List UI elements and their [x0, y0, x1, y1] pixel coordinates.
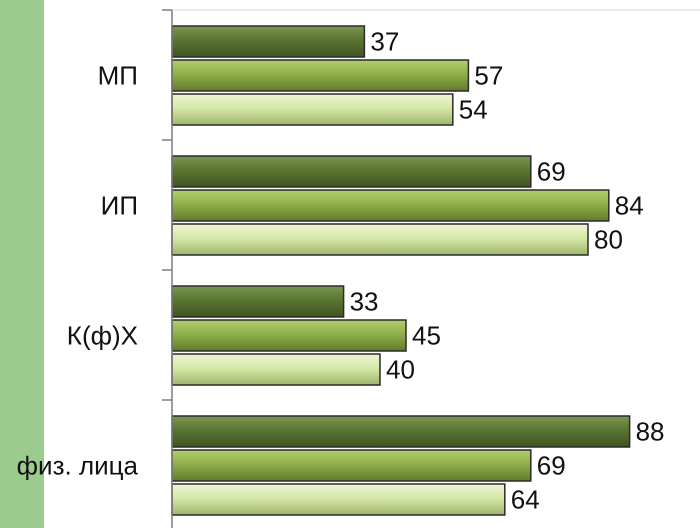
bar-2-1 [171, 319, 407, 352]
value-labels-group: 37 57 54 69 84 80 33 45 40 88 69 64 [350, 27, 665, 515]
category-label-0: МП [98, 61, 138, 91]
side-stripe [0, 0, 44, 528]
bars-group [171, 25, 631, 516]
category-label-2: К(ф)Х [67, 321, 138, 351]
value-label-2-0: 33 [350, 287, 379, 317]
category-label-1: ИП [101, 191, 138, 221]
bar-3-0 [171, 415, 631, 448]
bar-2-0 [171, 285, 345, 318]
bar-2-2 [171, 353, 381, 386]
category-axis [162, 9, 173, 528]
value-label-3-2: 64 [511, 485, 540, 515]
bar-1-2 [171, 223, 589, 256]
category-labels-group: МП ИП К(ф)Х физ. лица [17, 61, 139, 481]
bar-0-1 [171, 59, 470, 92]
value-label-3-1: 69 [537, 451, 566, 481]
category-label-3: физ. лица [17, 451, 139, 481]
value-label-3-0: 88 [636, 417, 665, 447]
bar-0-2 [171, 93, 454, 126]
bar-1-1 [171, 189, 610, 222]
bar-3-1 [171, 449, 532, 482]
value-label-2-2: 40 [386, 355, 415, 385]
bar-1-0 [171, 155, 532, 188]
value-label-0-2: 54 [459, 95, 488, 125]
value-label-0-0: 37 [370, 27, 399, 57]
value-label-1-2: 80 [594, 225, 623, 255]
value-label-1-1: 84 [615, 191, 644, 221]
value-label-2-1: 45 [412, 321, 441, 351]
bar-0-0 [171, 25, 366, 58]
value-label-0-1: 57 [474, 61, 503, 91]
bar-3-2 [171, 483, 506, 516]
value-label-1-0: 69 [537, 157, 566, 187]
